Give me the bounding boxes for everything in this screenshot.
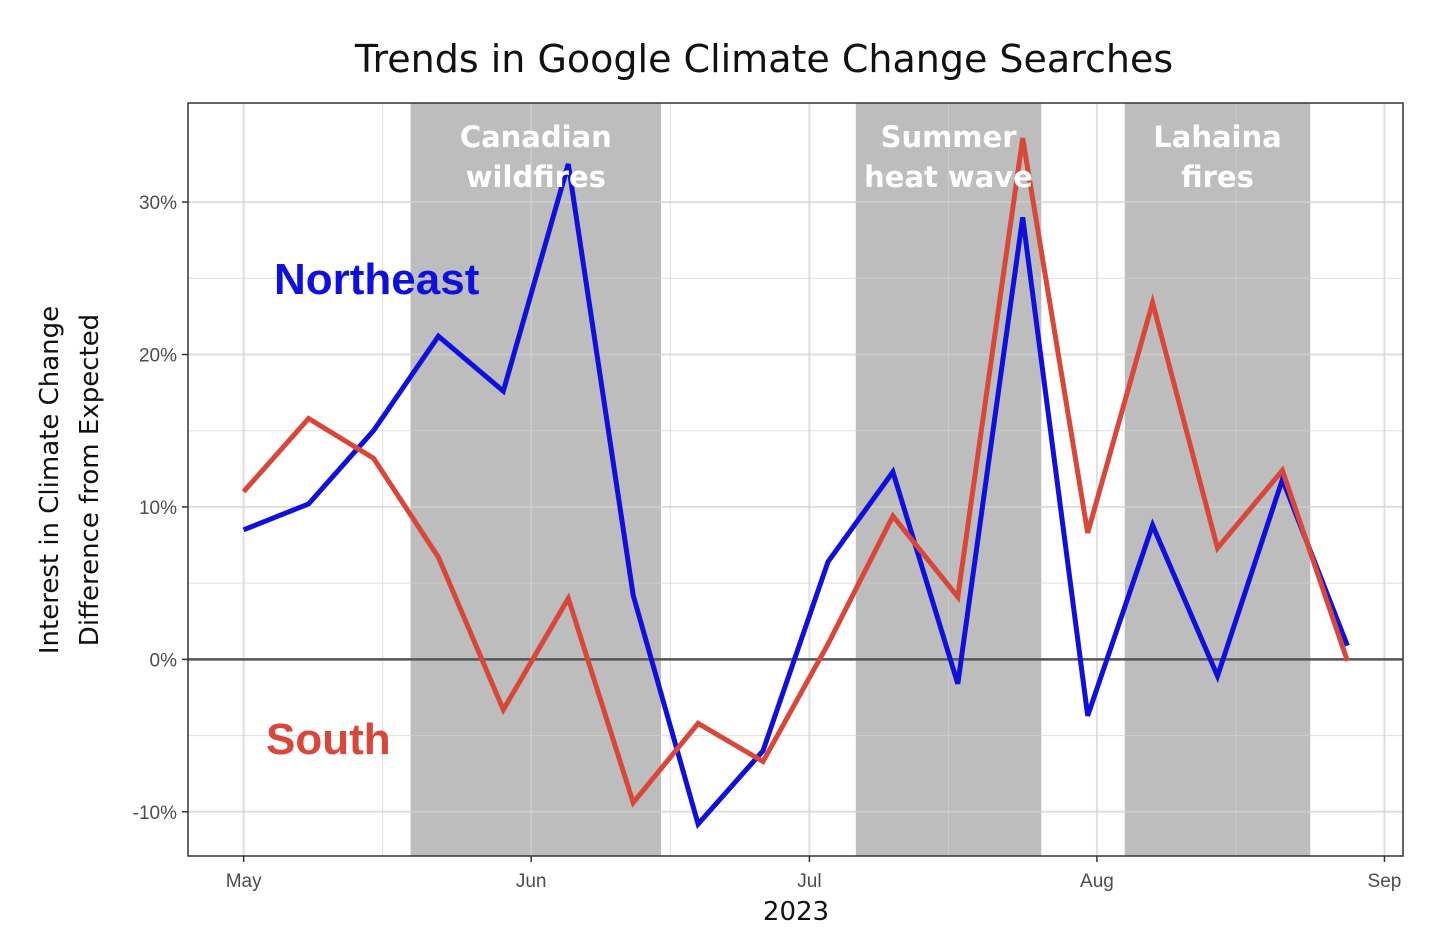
shaded-period-label-1: wildfires xyxy=(466,160,606,194)
panel-border xyxy=(187,102,1404,857)
shaded-period-label-1: Canadian xyxy=(460,120,612,154)
y-tick-label: -10% xyxy=(133,803,177,824)
series-line-south xyxy=(241,137,1350,808)
y-tick-label: 30% xyxy=(139,193,177,214)
x-axis-label: 2023 xyxy=(763,897,829,927)
shaded-period-label-3: Lahaina xyxy=(1153,120,1281,154)
shaded-period-1 xyxy=(410,103,662,856)
shaded-period-label-2: heat wave xyxy=(864,160,1033,194)
series-line-northeast xyxy=(242,163,1350,830)
x-tick-label: Jun xyxy=(516,871,547,892)
y-tick-label: 0% xyxy=(150,650,178,671)
y-axis-label: Interest in Climate Change Difference fr… xyxy=(35,306,105,654)
series-label-south: South xyxy=(266,715,391,764)
y-tick-label: 10% xyxy=(139,498,177,519)
y-tick-label: 20% xyxy=(139,346,177,367)
plot-panel: Canadian wildfires Summer heat wave Lahaina f… xyxy=(187,102,1404,857)
x-tick-label: Jul xyxy=(797,871,821,892)
y-axis-label-line-1: Interest in Climate Change xyxy=(35,306,65,654)
x-tick-label: May xyxy=(226,871,262,892)
x-tick-label: Sep xyxy=(1368,871,1402,892)
y-axis-label-line-2: Difference from Expected xyxy=(75,314,105,646)
shaded-period-label-3: fires xyxy=(1181,160,1254,194)
shaded-period-3 xyxy=(1124,103,1311,856)
x-tick-label: Aug xyxy=(1080,871,1114,892)
series-label-northeast: Northeast xyxy=(274,255,480,304)
shaded-period-label-2: Summer xyxy=(881,120,1018,154)
chart-title: Trends in Google Climate Change Searches xyxy=(354,37,1173,81)
